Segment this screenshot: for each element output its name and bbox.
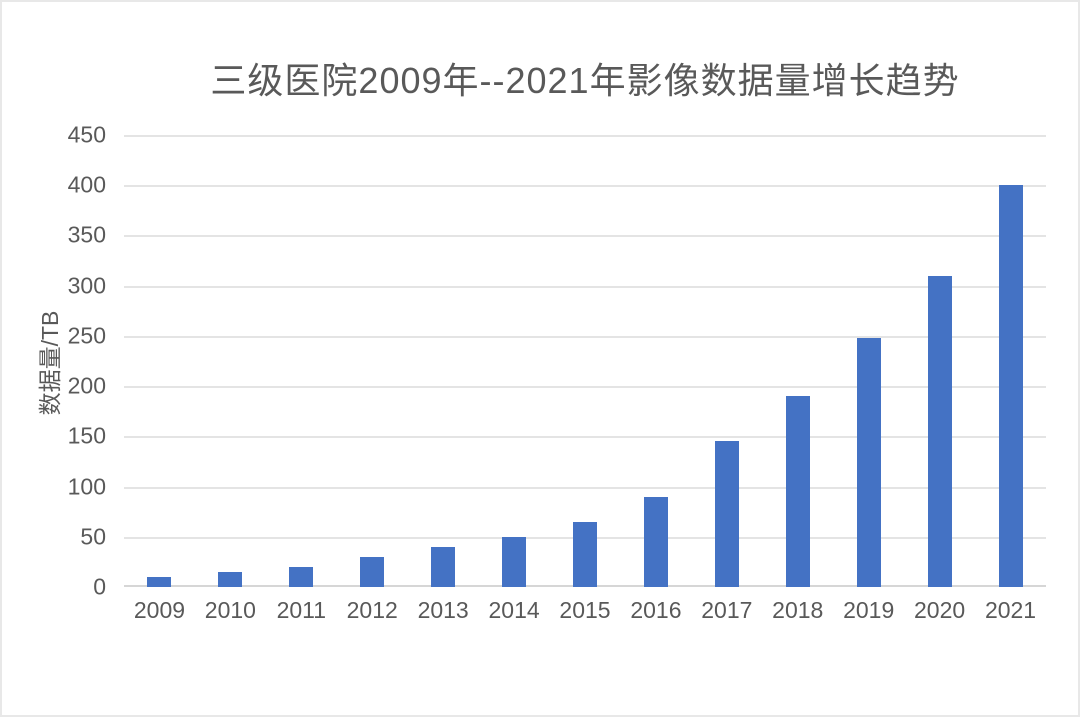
gridline bbox=[124, 235, 1046, 238]
bar-slot-2019 bbox=[833, 135, 904, 587]
bar-2010 bbox=[218, 571, 243, 587]
gridline bbox=[124, 135, 1046, 137]
bar-2012 bbox=[360, 556, 385, 587]
plot-area bbox=[124, 135, 1046, 587]
bar-2013 bbox=[431, 546, 456, 587]
y-tick-label-400: 400 bbox=[67, 171, 106, 198]
gridline bbox=[124, 486, 1046, 489]
bar-2021 bbox=[998, 185, 1023, 587]
x-tick-label-2016: 2016 bbox=[630, 597, 682, 623]
x-tick-label-2014: 2014 bbox=[488, 597, 540, 623]
y-axis-tick-labels: 0 50 100 150 200 250 300 350 400 450 bbox=[2, 123, 106, 598]
bar-2019 bbox=[856, 337, 881, 587]
bar-2016 bbox=[643, 496, 668, 587]
y-tick-label-100: 100 bbox=[67, 473, 106, 500]
x-tick-label-2015: 2015 bbox=[559, 597, 611, 623]
bar-slot-2011 bbox=[266, 135, 337, 587]
x-tick-label-2018: 2018 bbox=[772, 597, 824, 623]
gridline bbox=[124, 335, 1046, 338]
y-tick-label-300: 300 bbox=[67, 272, 106, 299]
y-tick-label-0: 0 bbox=[93, 573, 106, 600]
x-tick-label-2011: 2011 bbox=[276, 597, 327, 623]
y-tick-label-50: 50 bbox=[80, 523, 106, 550]
bar-2011 bbox=[289, 566, 314, 587]
x-tick-label-2020: 2020 bbox=[914, 597, 966, 623]
x-tick-label-2013: 2013 bbox=[417, 597, 469, 623]
bar-slot-2017 bbox=[691, 135, 762, 587]
bar-2020 bbox=[927, 275, 952, 587]
bar-slot-2009 bbox=[124, 135, 195, 587]
gridline bbox=[124, 285, 1046, 288]
x-tick-label-2021: 2021 bbox=[984, 597, 1037, 623]
y-tick-label-200: 200 bbox=[67, 372, 106, 399]
x-tick-label-2010: 2010 bbox=[204, 597, 256, 623]
y-tick-label-350: 350 bbox=[67, 221, 106, 248]
gridline bbox=[124, 436, 1046, 439]
y-tick-label-150: 150 bbox=[67, 422, 106, 449]
chart-title: 三级医院2009年--2021年影像数据量增长趋势 bbox=[210, 60, 960, 101]
bar-slot-2012 bbox=[337, 135, 408, 587]
bars bbox=[124, 135, 1046, 587]
y-tick-label-250: 250 bbox=[67, 322, 106, 349]
bar-2014 bbox=[502, 536, 527, 587]
bar-slot-2014 bbox=[479, 135, 550, 587]
gridline bbox=[124, 185, 1046, 188]
bar-2017 bbox=[714, 441, 739, 587]
bar-2009 bbox=[147, 576, 172, 587]
x-tick-label-2009: 2009 bbox=[133, 597, 186, 623]
bar-slot-2021 bbox=[975, 135, 1046, 587]
y-tick-label-450: 450 bbox=[67, 121, 106, 148]
bar-slot-2018 bbox=[762, 135, 833, 587]
bar-2018 bbox=[785, 396, 810, 587]
x-tick-label-2019: 2019 bbox=[843, 597, 895, 623]
bar-slot-2020 bbox=[904, 135, 975, 587]
bar-slot-2010 bbox=[195, 135, 266, 587]
bar-slot-2015 bbox=[550, 135, 621, 587]
bar-slot-2013 bbox=[408, 135, 479, 587]
gridline bbox=[124, 386, 1046, 389]
bar-slot-2016 bbox=[620, 135, 691, 587]
x-axis-tick-labels: 2009 2010 2011 2012 2013 2014 2015 2016 2017 2018… bbox=[124, 597, 1046, 624]
bar-2015 bbox=[572, 521, 597, 587]
x-tick-label-2017: 2017 bbox=[701, 597, 753, 623]
x-tick-label-2012: 2012 bbox=[346, 597, 398, 623]
